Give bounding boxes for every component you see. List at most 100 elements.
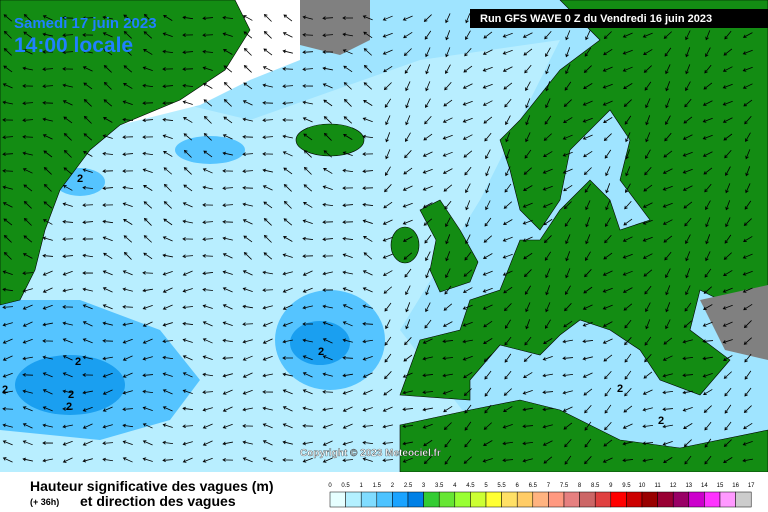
arrow bbox=[405, 319, 411, 330]
arrow bbox=[484, 404, 492, 414]
arrow bbox=[464, 438, 472, 448]
arrow bbox=[323, 132, 332, 141]
arrow bbox=[342, 304, 353, 310]
legend-swatch bbox=[376, 491, 393, 508]
legend-swatch bbox=[454, 491, 471, 508]
arrow bbox=[644, 81, 652, 91]
arrow bbox=[322, 440, 333, 446]
arrow bbox=[384, 371, 392, 380]
arrow bbox=[523, 167, 532, 175]
arrow bbox=[424, 115, 432, 125]
arrow bbox=[302, 219, 313, 224]
arrow bbox=[102, 406, 113, 412]
arrow bbox=[605, 183, 611, 194]
arrow bbox=[202, 49, 214, 54]
arrow bbox=[702, 321, 713, 327]
arrow bbox=[242, 135, 254, 139]
arrow bbox=[565, 268, 571, 279]
arrow bbox=[462, 304, 473, 310]
arrow bbox=[463, 371, 473, 379]
arrow bbox=[222, 406, 233, 412]
arrow bbox=[482, 253, 493, 259]
arrow bbox=[722, 339, 733, 344]
arrow bbox=[2, 168, 14, 173]
arrow bbox=[182, 219, 193, 224]
arrow bbox=[202, 33, 214, 38]
arrow bbox=[362, 134, 374, 139]
arrow bbox=[102, 304, 113, 310]
arrow bbox=[423, 133, 433, 141]
arrow bbox=[483, 31, 493, 39]
arrow bbox=[382, 32, 393, 38]
arrow bbox=[143, 252, 153, 260]
arrow bbox=[422, 407, 433, 412]
arrow bbox=[162, 236, 173, 242]
arrow bbox=[742, 458, 753, 463]
arrow bbox=[62, 338, 73, 344]
arrow bbox=[43, 201, 53, 209]
arrow bbox=[342, 389, 353, 395]
arrow bbox=[42, 339, 54, 343]
arrow bbox=[643, 49, 653, 55]
arrow bbox=[282, 151, 293, 157]
legend-tick: 2.5 bbox=[404, 483, 413, 489]
arrow bbox=[464, 421, 472, 431]
arrow bbox=[705, 200, 711, 211]
arrow bbox=[62, 372, 73, 378]
arrow bbox=[462, 117, 473, 123]
arrow bbox=[262, 338, 273, 344]
arrow bbox=[222, 253, 233, 259]
arrow bbox=[384, 336, 392, 346]
arrow bbox=[442, 134, 453, 140]
arrow bbox=[122, 117, 134, 122]
arrow bbox=[445, 251, 451, 262]
arrow bbox=[323, 168, 333, 174]
arrow bbox=[22, 253, 33, 259]
arrow bbox=[565, 47, 571, 58]
arrow bbox=[102, 339, 114, 343]
arrow bbox=[585, 200, 591, 211]
arrow bbox=[203, 150, 213, 158]
arrow bbox=[262, 321, 273, 327]
arrow bbox=[485, 166, 491, 177]
arrow bbox=[563, 99, 572, 107]
arrow bbox=[202, 355, 213, 360]
arrow bbox=[162, 339, 174, 344]
arrow bbox=[122, 457, 133, 463]
arrow bbox=[83, 115, 92, 124]
arrow bbox=[142, 356, 153, 361]
arrow bbox=[302, 287, 313, 293]
arrow bbox=[504, 353, 512, 363]
arrow bbox=[724, 149, 732, 159]
arrow bbox=[723, 371, 732, 379]
arrow bbox=[582, 304, 593, 310]
arrow bbox=[705, 234, 711, 245]
arrow bbox=[2, 390, 13, 395]
legend-swatch bbox=[360, 491, 378, 508]
arrow bbox=[182, 441, 193, 446]
arrow bbox=[484, 370, 492, 380]
legend-swatch bbox=[735, 491, 752, 508]
arrow bbox=[322, 457, 333, 463]
arrow bbox=[62, 33, 74, 38]
arrow bbox=[283, 184, 292, 192]
arrow bbox=[282, 440, 293, 445]
arrow bbox=[563, 201, 572, 210]
arrow bbox=[263, 201, 273, 209]
arrow bbox=[465, 30, 471, 41]
arrow bbox=[202, 372, 214, 377]
arrow bbox=[142, 101, 154, 105]
arrow bbox=[743, 320, 752, 329]
arrow bbox=[542, 168, 553, 174]
arrow bbox=[342, 236, 354, 241]
arrow bbox=[545, 285, 551, 296]
arrow bbox=[543, 133, 552, 141]
arrow bbox=[583, 65, 592, 73]
arrow bbox=[42, 355, 53, 360]
legend-tick: 1.5 bbox=[373, 483, 382, 489]
arrow bbox=[103, 252, 113, 260]
arrow bbox=[282, 372, 293, 377]
arrow bbox=[704, 455, 712, 465]
arrow bbox=[385, 166, 391, 176]
arrow bbox=[545, 81, 551, 92]
